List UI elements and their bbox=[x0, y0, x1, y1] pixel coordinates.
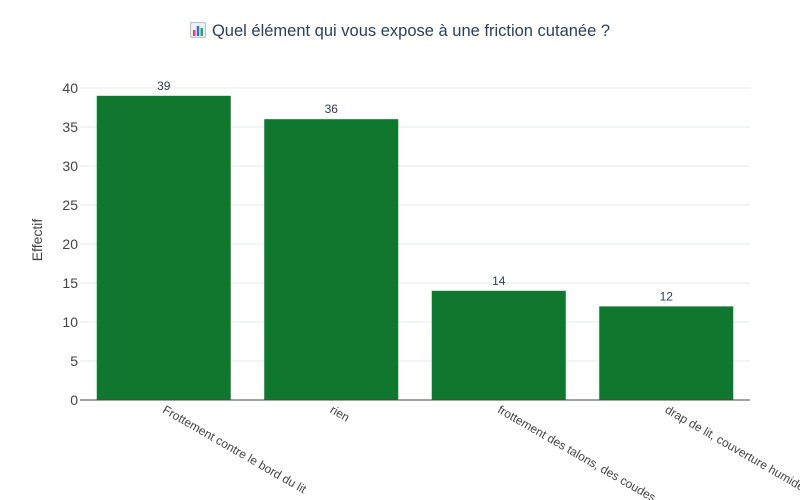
chart-title-row: Quel élément qui vous expose à une frict… bbox=[0, 22, 800, 43]
data-label: 14 bbox=[492, 274, 506, 288]
y-axis-title: Effectif bbox=[29, 219, 45, 262]
y-tick-label: 20 bbox=[62, 236, 78, 252]
y-tick-label: 40 bbox=[62, 80, 78, 96]
bar bbox=[264, 119, 399, 400]
data-label: 36 bbox=[325, 102, 339, 116]
bar-chart-icon bbox=[189, 22, 206, 43]
bar bbox=[431, 290, 566, 400]
x-tick-label: rien bbox=[328, 402, 352, 424]
x-tick-label: drap de lit, couverture humide bbox=[663, 402, 800, 494]
y-tick-label: 30 bbox=[62, 158, 78, 174]
y-tick-label: 25 bbox=[62, 197, 78, 213]
data-label: 12 bbox=[660, 289, 674, 303]
y-tick-label: 10 bbox=[62, 314, 78, 330]
bar bbox=[96, 95, 231, 401]
chart-title: Quel élément qui vous expose à une frict… bbox=[211, 22, 611, 40]
x-tick-label: Frottement contre le bord du lit bbox=[160, 402, 309, 496]
y-tick-label: 35 bbox=[62, 119, 78, 135]
data-labels: 39 36 14 12 bbox=[157, 79, 673, 304]
data-label: 39 bbox=[157, 79, 171, 93]
y-tick-label: 5 bbox=[70, 353, 78, 369]
x-tick-labels: Frottement contre le bord du lit rien frot… bbox=[160, 402, 800, 500]
y-tick-labels: 0 5 10 15 20 25 30 35 40 bbox=[62, 80, 78, 408]
x-tick-label: frottement des talons, des coudes bbox=[495, 402, 658, 500]
y-tick-label: 15 bbox=[62, 275, 78, 291]
y-tick-label: 0 bbox=[70, 392, 78, 408]
bar bbox=[599, 306, 734, 400]
bars bbox=[96, 95, 734, 401]
